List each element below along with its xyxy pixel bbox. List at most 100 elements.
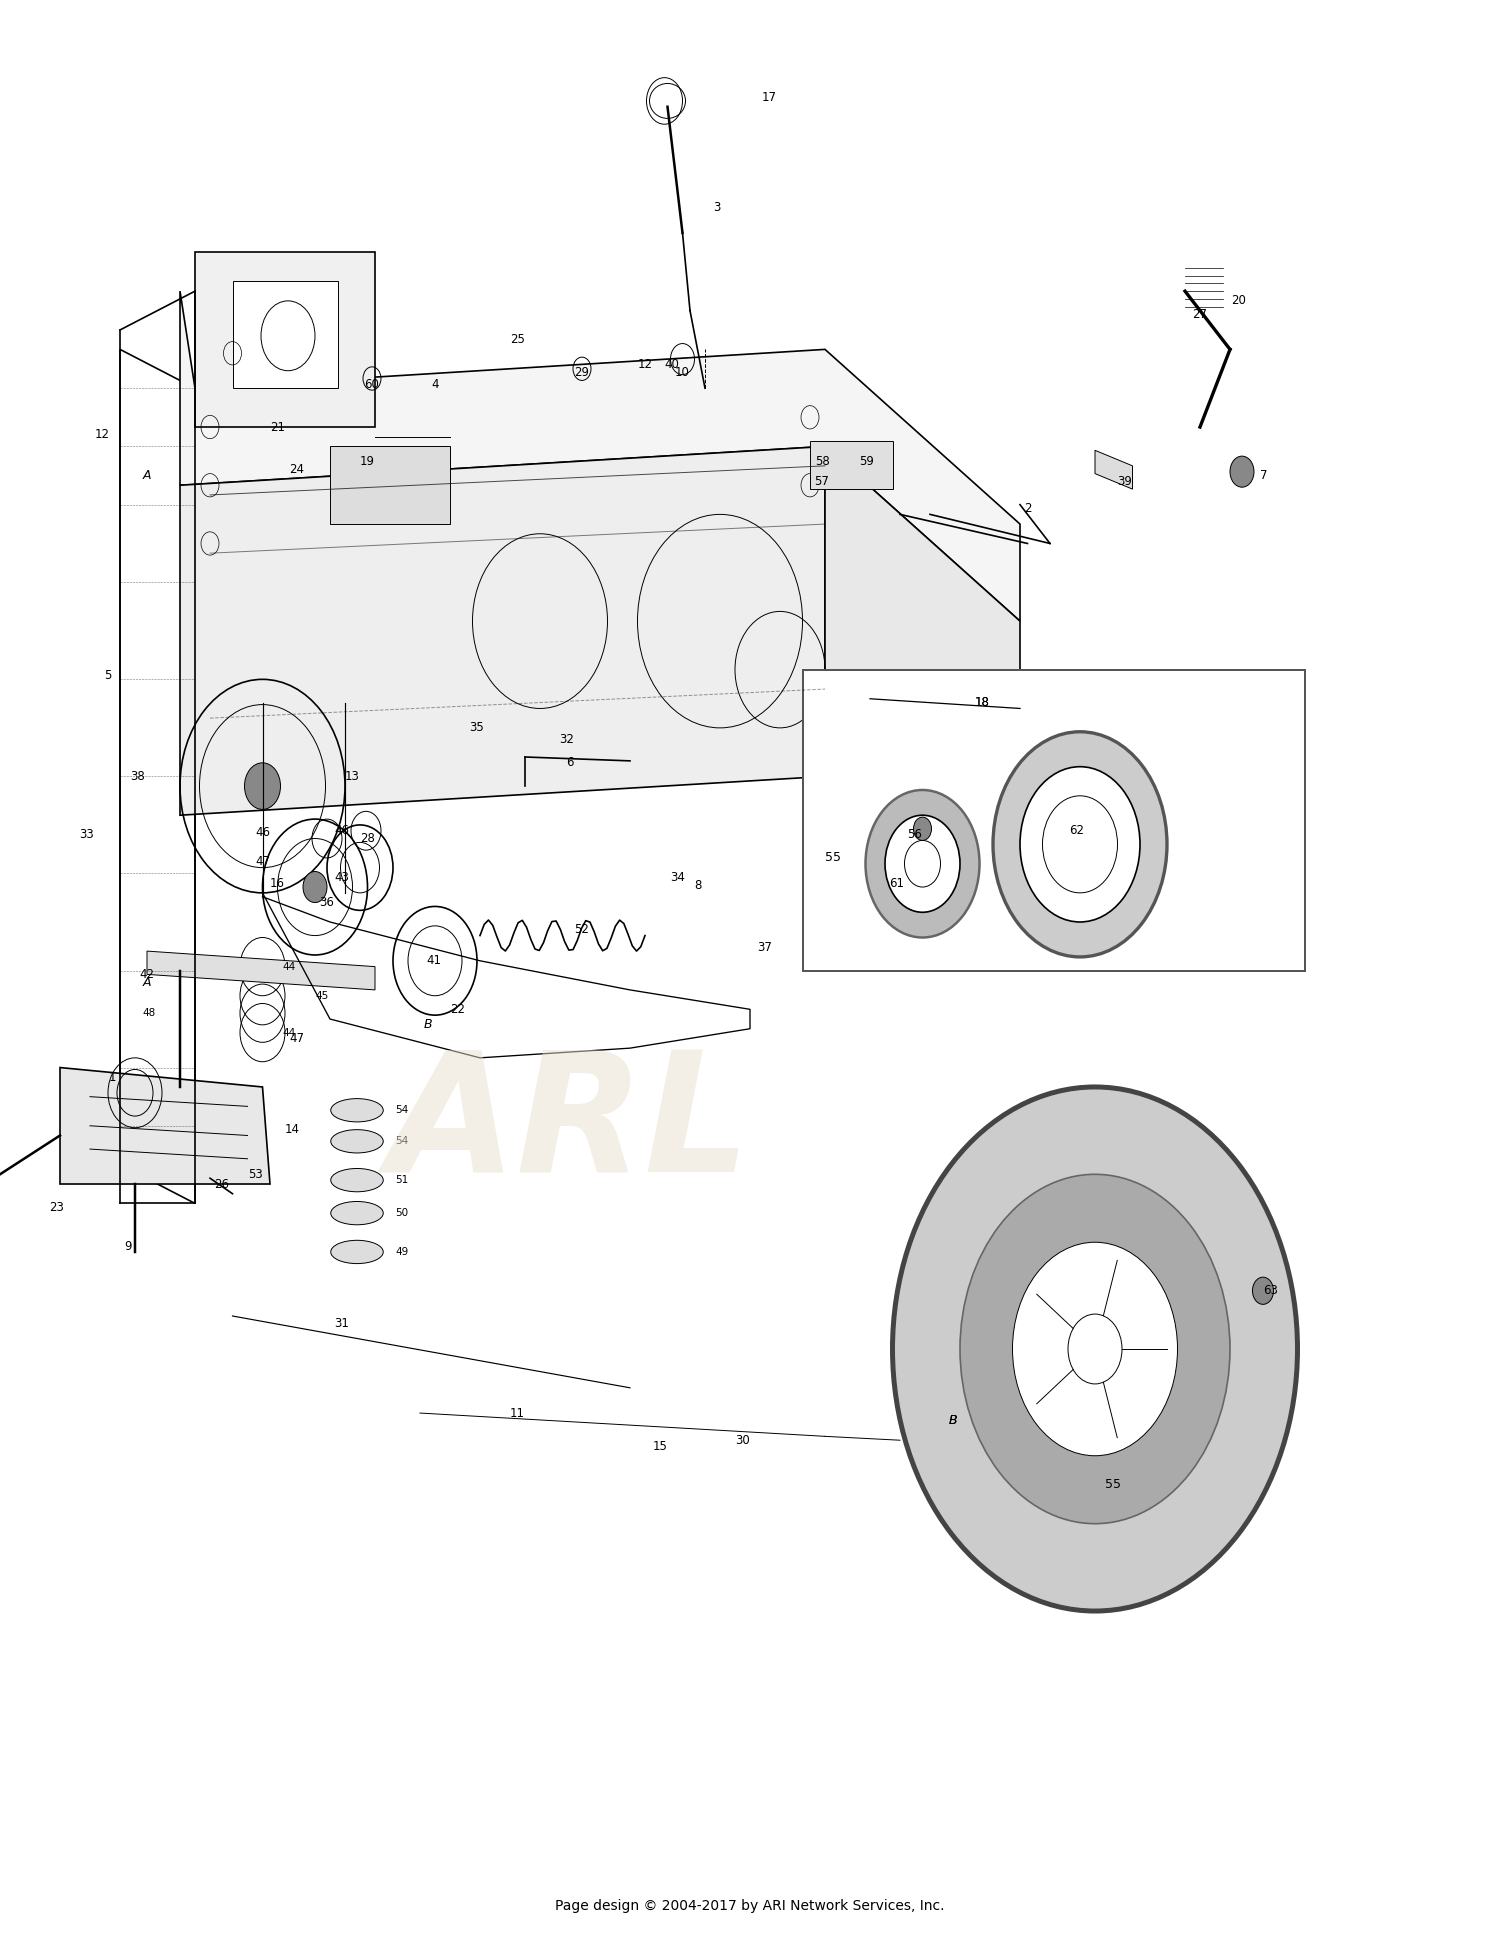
Text: 40: 40	[664, 359, 680, 371]
Text: 13: 13	[345, 771, 360, 782]
Circle shape	[1252, 1277, 1274, 1304]
Ellipse shape	[330, 1240, 384, 1264]
Ellipse shape	[330, 1201, 384, 1225]
Text: 5: 5	[105, 670, 111, 681]
Circle shape	[960, 1174, 1230, 1524]
Text: A: A	[142, 976, 152, 988]
Text: 46: 46	[334, 825, 350, 837]
Text: 29: 29	[574, 367, 590, 378]
Text: 10: 10	[675, 367, 690, 378]
Text: 16: 16	[270, 877, 285, 889]
Text: 56: 56	[908, 829, 922, 840]
Text: 47: 47	[290, 1033, 304, 1044]
Text: 34: 34	[670, 872, 686, 883]
Text: 27: 27	[1192, 309, 1208, 320]
Text: 11: 11	[510, 1407, 525, 1419]
Text: 51: 51	[396, 1174, 408, 1186]
Text: 53: 53	[248, 1168, 262, 1180]
Text: 45: 45	[315, 990, 328, 1002]
Text: 39: 39	[1118, 476, 1132, 487]
Text: 28: 28	[360, 833, 375, 844]
Text: 58: 58	[815, 456, 830, 468]
Text: 52: 52	[574, 922, 590, 936]
Bar	[802, 670, 1305, 970]
Text: 35: 35	[470, 722, 484, 734]
Text: 41: 41	[426, 955, 441, 967]
Text: 4: 4	[432, 378, 438, 390]
Text: 60: 60	[364, 378, 380, 390]
Text: 55: 55	[825, 852, 840, 864]
Circle shape	[1013, 1242, 1178, 1456]
Text: 26: 26	[214, 1178, 230, 1190]
Polygon shape	[60, 1068, 270, 1184]
Text: 49: 49	[396, 1246, 408, 1258]
Polygon shape	[825, 446, 1020, 951]
Polygon shape	[120, 349, 195, 1203]
Text: 61: 61	[890, 877, 904, 889]
Text: 9: 9	[123, 1240, 132, 1252]
Polygon shape	[1095, 450, 1132, 489]
Text: 44: 44	[282, 961, 296, 972]
Circle shape	[244, 763, 280, 809]
Text: 23: 23	[50, 1201, 64, 1213]
Text: 12: 12	[94, 429, 110, 441]
Ellipse shape	[330, 1099, 384, 1122]
Text: 43: 43	[334, 872, 350, 883]
Text: 37: 37	[758, 941, 772, 953]
Circle shape	[1020, 767, 1140, 922]
Text: 3: 3	[714, 202, 720, 214]
Text: 36: 36	[320, 897, 334, 908]
Text: 54: 54	[396, 1135, 408, 1147]
Text: 57: 57	[815, 476, 830, 487]
Text: 6: 6	[567, 757, 573, 769]
Text: 14: 14	[285, 1124, 300, 1135]
Text: 17: 17	[762, 91, 777, 103]
Text: 18: 18	[975, 697, 990, 708]
Text: 54: 54	[396, 1104, 408, 1116]
Text: 19: 19	[360, 456, 375, 468]
Bar	[330, 446, 450, 524]
Text: 47: 47	[255, 856, 270, 868]
Text: 21: 21	[270, 421, 285, 433]
Text: 44: 44	[282, 1027, 296, 1038]
Text: 48: 48	[142, 1007, 156, 1019]
Circle shape	[885, 815, 960, 912]
Text: 25: 25	[510, 334, 525, 345]
Text: 12: 12	[638, 359, 652, 371]
Text: 7: 7	[1260, 470, 1268, 481]
Ellipse shape	[330, 1168, 384, 1192]
Text: 24: 24	[290, 464, 304, 476]
Circle shape	[1230, 456, 1254, 487]
Text: 32: 32	[560, 734, 574, 745]
Text: 62: 62	[1070, 825, 1084, 837]
Bar	[195, 252, 375, 427]
Text: B: B	[948, 1415, 957, 1427]
Circle shape	[646, 78, 682, 124]
Text: ARL: ARL	[388, 1044, 752, 1207]
Text: 42: 42	[140, 969, 154, 980]
Text: B: B	[423, 1019, 432, 1031]
Polygon shape	[180, 446, 825, 815]
Text: A: A	[142, 470, 152, 481]
Text: 59: 59	[859, 456, 874, 468]
Text: 1: 1	[108, 1071, 117, 1083]
Text: 31: 31	[334, 1318, 350, 1330]
Circle shape	[865, 790, 980, 938]
Text: B: B	[948, 1415, 957, 1427]
Circle shape	[303, 872, 327, 903]
Ellipse shape	[330, 1130, 384, 1153]
Text: 18: 18	[975, 697, 990, 708]
Circle shape	[892, 1087, 1298, 1611]
Text: 15: 15	[652, 1440, 668, 1452]
Circle shape	[993, 732, 1167, 957]
Text: 38: 38	[130, 771, 146, 782]
Text: 63: 63	[1263, 1285, 1278, 1297]
Circle shape	[914, 817, 932, 840]
Text: 55: 55	[1106, 1479, 1120, 1491]
Text: 2: 2	[1023, 503, 1032, 514]
Polygon shape	[180, 291, 1020, 621]
Bar	[810, 441, 892, 489]
Polygon shape	[147, 951, 375, 990]
Bar	[232, 281, 338, 388]
Text: 30: 30	[735, 1434, 750, 1446]
